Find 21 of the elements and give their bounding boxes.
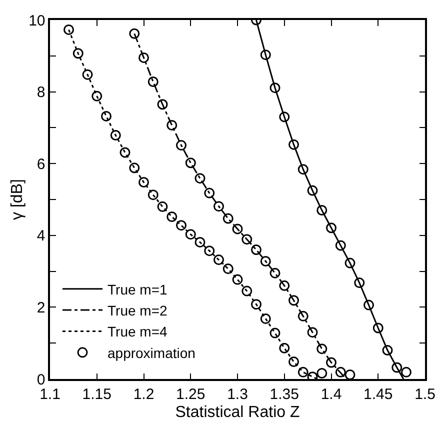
y-tick-label: 8 [36,84,46,102]
y-tick-label: 6 [36,156,46,173]
y-tick-label: 2 [36,299,46,316]
x-tick-label: 1.35 [270,386,299,403]
x-tick-label: 1.4 [320,386,342,403]
legend-label: True m=1 [108,281,168,298]
x-tick-label: 1.1 [40,386,60,403]
legend-label: approximation [108,344,196,361]
y-tick-label: 4 [36,228,46,245]
legend-label: True m=4 [108,324,168,340]
x-tick-label: 1.2 [133,386,154,403]
x-tick-label: 1.5 [414,386,436,403]
x-tick-label: 1.3 [227,386,248,403]
x-tick-label: 1.45 [364,386,393,403]
x-axis-title: Statistical Ratio Z [175,404,300,421]
x-tick-label: 1.25 [176,386,206,403]
y-tick-label: 10 [28,12,46,30]
x-tick-label: 1.15 [82,386,112,403]
legend-label: True m=2 [108,302,168,318]
y-axis-title: γ [dB] [8,179,26,220]
y-tick-label: 0 [36,371,46,388]
